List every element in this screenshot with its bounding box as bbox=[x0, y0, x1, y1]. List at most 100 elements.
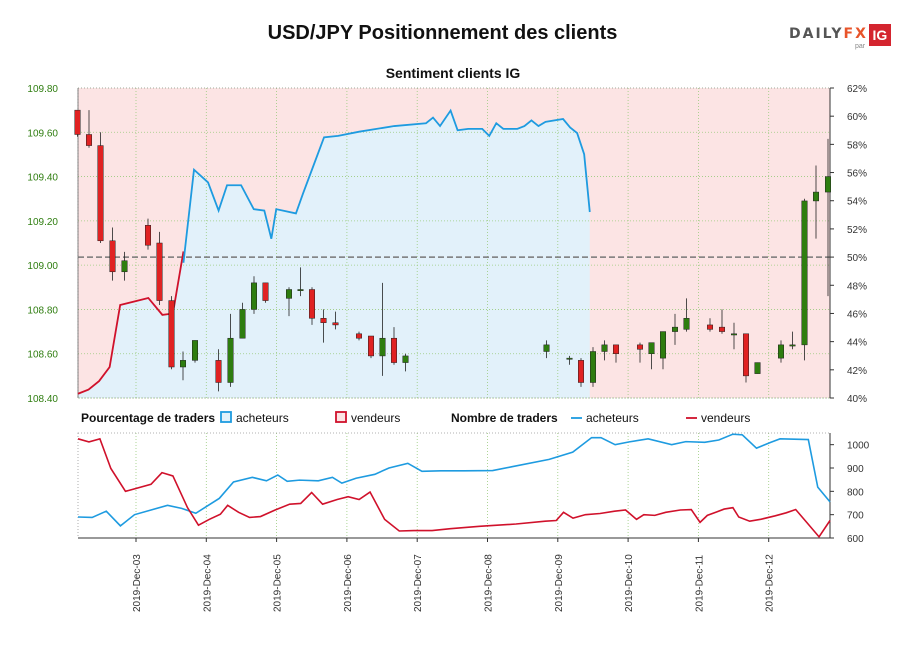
date-tick-label: 2019-Dec-06 bbox=[343, 554, 354, 612]
pct-tick-label: 52% bbox=[847, 225, 867, 236]
legend-sellers-count-label: vendeurs bbox=[701, 411, 750, 425]
candle-body bbox=[789, 344, 796, 347]
legend-buyers-label: acheteurs bbox=[236, 411, 289, 425]
count-tick-label: 900 bbox=[847, 464, 864, 475]
price-tick-label: 109.80 bbox=[27, 84, 58, 95]
pct-tick-label: 48% bbox=[847, 281, 867, 292]
chart-title: USD/JPY Positionnement des clients bbox=[267, 22, 618, 44]
candle-body bbox=[109, 240, 116, 273]
candle-body bbox=[180, 360, 186, 368]
pct-tick-label: 54% bbox=[847, 197, 867, 208]
count-tick-label: 800 bbox=[847, 487, 864, 498]
candle-body bbox=[262, 282, 269, 301]
price-tick-label: 108.80 bbox=[27, 305, 58, 316]
candle-body bbox=[227, 337, 234, 383]
candle-body bbox=[672, 326, 678, 332]
date-tick-label: 2019-Dec-12 bbox=[765, 554, 776, 612]
candle-body bbox=[379, 337, 386, 357]
candle-body bbox=[168, 300, 175, 368]
dailyfx-ig-logo: DAILYFX par IG bbox=[789, 24, 891, 50]
candle-body bbox=[707, 324, 713, 330]
legend-sellers-label: vendeurs bbox=[351, 411, 400, 425]
candle-body bbox=[731, 333, 737, 336]
date-tick-label: 2019-Dec-08 bbox=[484, 554, 495, 612]
date-tick-label: 2019-Dec-10 bbox=[624, 554, 635, 612]
price-tick-label: 109.00 bbox=[27, 261, 58, 272]
candle-body bbox=[356, 333, 362, 339]
candle-body bbox=[601, 344, 608, 352]
logo-word: DAILYFX bbox=[789, 26, 868, 42]
count-tick-label: 700 bbox=[847, 511, 864, 522]
candle-body bbox=[74, 109, 81, 135]
candle-body bbox=[660, 331, 666, 359]
candle-body bbox=[156, 242, 163, 301]
candle-body bbox=[239, 309, 246, 339]
pct-tick-label: 44% bbox=[847, 338, 867, 349]
legend-sellers-box bbox=[335, 411, 347, 423]
candle-body bbox=[566, 357, 573, 360]
buyers-area bbox=[78, 110, 590, 398]
price-tick-label: 109.60 bbox=[27, 128, 58, 139]
pct-tick-label: 60% bbox=[847, 112, 867, 123]
candle-body bbox=[578, 360, 584, 383]
pct-tick-label: 42% bbox=[847, 366, 867, 377]
price-tick-label: 109.40 bbox=[27, 173, 58, 184]
candle-body bbox=[543, 344, 550, 352]
candle-body bbox=[683, 318, 690, 330]
candle-body bbox=[613, 344, 619, 354]
legend-buyers-count-label: acheteurs bbox=[586, 411, 639, 425]
date-tick-label: 2019-Dec-09 bbox=[554, 554, 565, 612]
candle-body bbox=[297, 289, 304, 291]
chart-subtitle: Sentiment clients IG bbox=[385, 65, 521, 81]
candle-body bbox=[286, 289, 292, 299]
candle-body bbox=[86, 134, 92, 146]
count-tick-label: 600 bbox=[847, 534, 864, 545]
candle-body bbox=[192, 340, 198, 361]
candle-body bbox=[368, 335, 374, 357]
candle-body bbox=[754, 362, 761, 374]
candle-body bbox=[391, 337, 397, 363]
legend-pct-title: Pourcentage de traders bbox=[81, 411, 215, 425]
pct-tick-label: 56% bbox=[847, 169, 867, 180]
logo-par: par bbox=[855, 43, 866, 50]
candle-body bbox=[121, 260, 128, 273]
candle-body bbox=[215, 360, 222, 383]
candle-body bbox=[320, 318, 327, 323]
ig-logo-icon: IG bbox=[868, 24, 891, 46]
price-tick-label: 109.20 bbox=[27, 217, 58, 228]
candle-body bbox=[590, 351, 596, 383]
buyers-count-line bbox=[77, 433, 831, 527]
price-tick-label: 108.40 bbox=[27, 394, 58, 405]
count-frame bbox=[77, 432, 831, 539]
candle-body bbox=[743, 333, 749, 377]
legend-buyers-box bbox=[220, 411, 232, 423]
candle-body bbox=[332, 322, 339, 326]
pct-tick-label: 58% bbox=[847, 140, 867, 151]
date-tick-label: 2019-Dec-03 bbox=[132, 554, 143, 612]
candle-body bbox=[309, 289, 315, 319]
count-tick-label: 1000 bbox=[847, 441, 870, 452]
pct-tick-label: 50% bbox=[847, 253, 867, 264]
sellers-count-line bbox=[77, 437, 831, 539]
candle-body bbox=[251, 282, 257, 310]
pct-tick-label: 46% bbox=[847, 309, 867, 320]
candle-body bbox=[778, 344, 784, 359]
pct-tick-label: 40% bbox=[847, 394, 867, 405]
date-tick-label: 2019-Dec-04 bbox=[202, 554, 213, 612]
candle-body bbox=[145, 225, 151, 246]
legend-count-title: Nombre de traders bbox=[451, 411, 558, 425]
candle-body bbox=[813, 191, 819, 202]
candle-body bbox=[402, 355, 409, 363]
candle-body bbox=[825, 176, 831, 193]
buyers-pct-line bbox=[182, 108, 591, 263]
candle-body bbox=[648, 342, 655, 354]
candle-body bbox=[719, 326, 725, 332]
candle-body bbox=[801, 200, 808, 346]
price-tick-label: 108.60 bbox=[27, 350, 58, 361]
candle-body bbox=[637, 344, 643, 350]
date-tick-label: 2019-Dec-05 bbox=[273, 554, 284, 612]
candle-body bbox=[97, 145, 104, 242]
date-tick-label: 2019-Dec-07 bbox=[413, 554, 424, 612]
date-tick-label: 2019-Dec-11 bbox=[694, 554, 705, 612]
